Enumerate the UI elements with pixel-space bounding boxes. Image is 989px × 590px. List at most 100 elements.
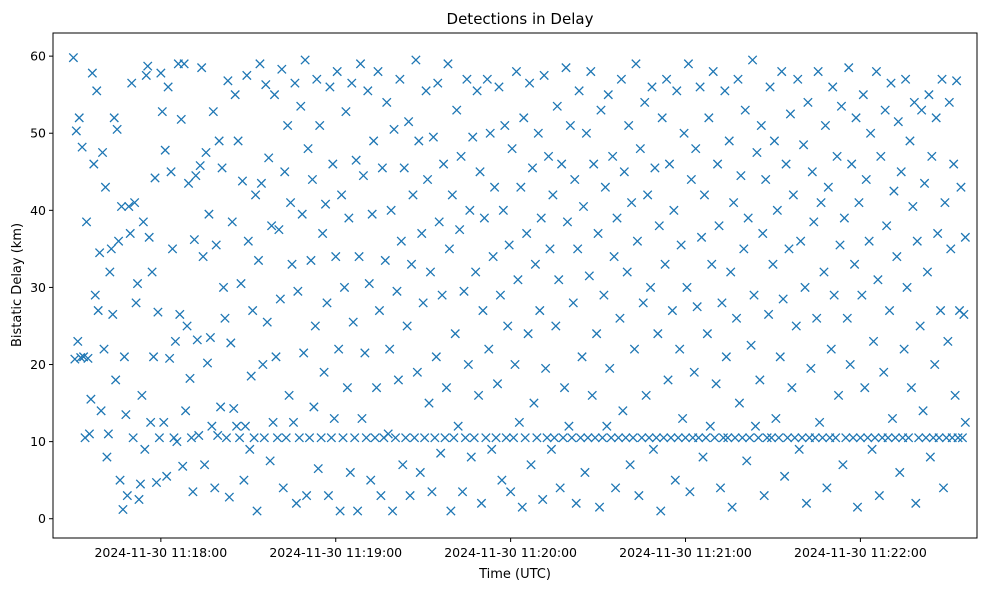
data-point [833,390,844,401]
data-point [508,433,519,443]
data-point [559,382,570,393]
data-point [227,217,237,227]
data-point [185,373,195,384]
data-point [264,153,274,163]
data-point [809,217,819,227]
data-point [641,390,651,401]
data-point [164,353,175,364]
data-point [211,240,221,250]
data-point [258,359,268,370]
data-point [949,159,959,169]
data-point [367,209,377,219]
data-point [814,417,825,428]
data-point [166,167,176,177]
data-point [468,132,478,142]
data-point [412,367,423,377]
data-point [540,363,551,374]
data-point [141,70,151,81]
data-point [774,433,784,443]
data-point [699,190,710,200]
data-point [160,145,170,155]
data-point [590,433,600,443]
x-tick-label: 2024-11-30 11:21:00 [619,545,752,560]
data-point [727,502,737,512]
data-point [893,117,903,127]
data-point [829,290,839,300]
data-point [693,433,704,443]
data-point [437,290,447,300]
x-tick-label: 2024-11-30 11:20:00 [444,545,577,560]
data-point [297,209,307,219]
data-point [777,66,787,77]
data-point [137,390,147,401]
data-point [847,159,857,169]
data-point [68,53,79,63]
data-point [366,475,376,485]
data-point [119,352,130,362]
x-tick-label: 2024-11-30 11:22:00 [794,545,927,560]
data-point [932,228,943,239]
data-point [596,105,606,115]
data-point [739,244,749,254]
data-point [316,433,326,443]
data-point [291,498,302,508]
data-point [108,309,118,320]
data-point [237,176,248,186]
data-point [74,113,84,123]
data-point [188,487,198,497]
data-point [594,502,605,512]
data-point [205,332,216,343]
data-point [766,433,777,443]
data-point [657,113,667,123]
data-point [143,61,153,71]
data-point [304,433,315,443]
data-point [220,313,230,323]
data-point [262,317,272,327]
data-point [176,114,186,125]
data-point [374,305,385,316]
data-point [755,375,765,385]
data-point [194,430,204,441]
data-point [147,267,157,277]
data-point [797,433,807,443]
data-point [127,78,137,88]
data-point [695,82,705,92]
data-point [819,267,829,277]
data-point [761,174,771,185]
data-point [959,309,969,320]
data-point [555,483,565,493]
data-point [148,352,159,362]
data-point [682,282,692,293]
data-point [628,433,638,443]
data-point [530,259,541,269]
chart-title: Detections in Delay [447,10,594,28]
data-point [89,159,99,169]
data-point [720,86,730,96]
data-point [876,151,886,162]
data-point [268,417,278,428]
data-point [752,147,762,158]
data-point [543,151,554,162]
data-point [524,78,535,88]
data-point [844,63,854,73]
data-point [479,213,490,223]
data-point [577,352,587,362]
data-point [702,329,713,339]
data-point [912,236,922,246]
data-point [351,155,361,165]
data-point [640,97,650,108]
data-point [487,444,497,454]
data-point [504,240,514,250]
data-point [370,433,380,443]
data-point [224,492,235,502]
data-point [265,456,275,466]
data-point [884,305,895,316]
data-point [339,282,350,293]
data-point [469,433,479,443]
data-point [223,76,233,86]
data-point [763,309,774,320]
data-point [778,294,788,304]
data-point [109,113,119,123]
data-point [86,394,96,404]
data-point [538,494,548,505]
